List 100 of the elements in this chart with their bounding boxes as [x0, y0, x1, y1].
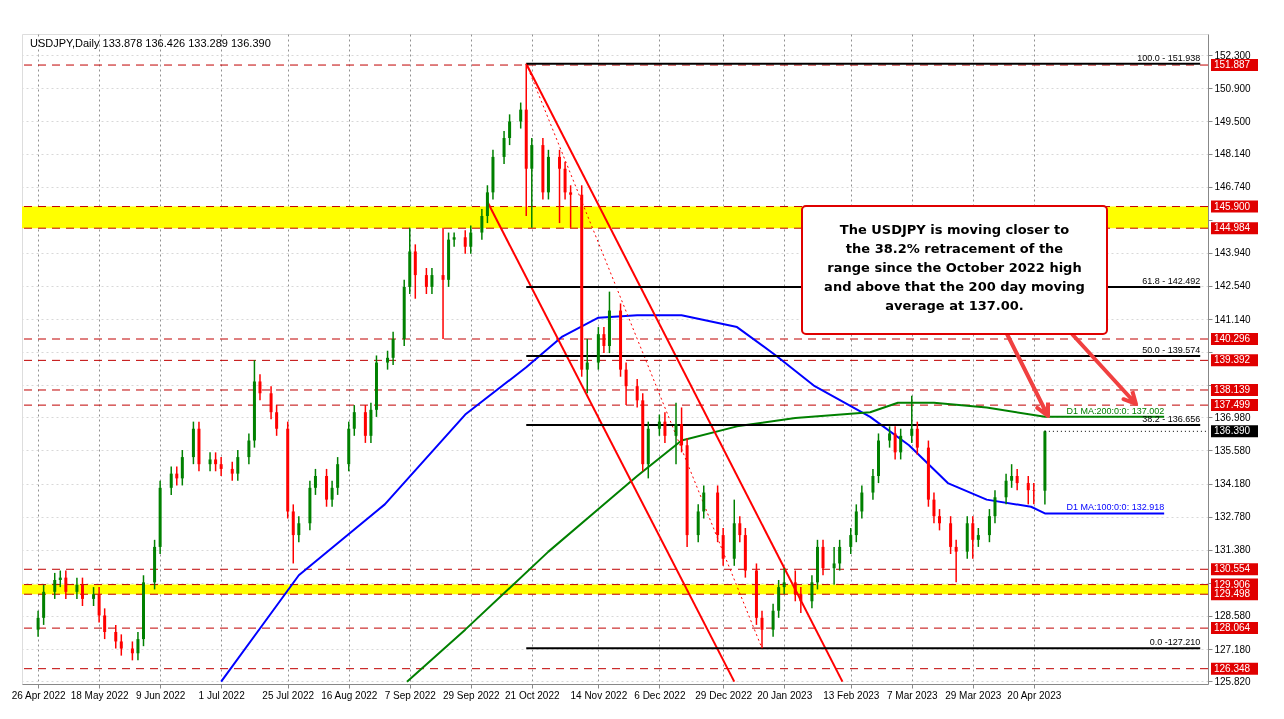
candlestick — [657, 413, 661, 437]
candlestick — [64, 569, 68, 600]
candlestick — [258, 373, 262, 402]
candlestick — [849, 527, 853, 555]
candlestick — [971, 515, 975, 560]
candlestick — [696, 503, 700, 543]
candlestick — [141, 574, 145, 647]
candlestick — [624, 361, 628, 406]
candlestick — [208, 451, 212, 473]
candlestick — [114, 624, 118, 650]
candlestick — [893, 425, 897, 461]
series-label: D1 MA:100:0:0: 132.918 — [1066, 502, 1165, 513]
candlestick — [430, 267, 434, 295]
series-label: 61.8 - 142.492 — [1142, 276, 1201, 287]
x-tick-label: 14 Nov 2022 — [570, 689, 628, 701]
candlestick — [635, 378, 639, 409]
candlestick — [821, 539, 825, 577]
ref-line-label: 137.499 — [1214, 399, 1251, 411]
series-label: 0.0 -127.210 — [1149, 637, 1201, 648]
candlestick — [1026, 475, 1030, 506]
candlestick — [291, 503, 295, 565]
candlestick — [860, 484, 864, 520]
candlestick — [485, 184, 489, 224]
candlestick — [938, 508, 942, 532]
x-tick-label: 25 Jul 2022 — [262, 689, 315, 701]
candlestick — [876, 432, 880, 484]
candlestick — [247, 432, 251, 465]
candlestick — [136, 631, 140, 662]
x-tick-label: 18 May 2022 — [70, 689, 129, 701]
candlestick — [97, 586, 101, 624]
y-tick-label: 152.300 — [1214, 49, 1252, 61]
chart-title: USDJPY,Daily 133.878 136.426 133.289 136.390 — [30, 37, 271, 49]
ref-line-label: 139.392 — [1214, 354, 1251, 366]
x-tick-label: 1 Jul 2022 — [198, 689, 246, 701]
candlestick — [838, 539, 842, 572]
ref-line-label: 140.296 — [1214, 333, 1251, 344]
ref-line-label: 129.498 — [1214, 588, 1251, 600]
candlestick — [325, 468, 329, 508]
candlestick — [702, 484, 706, 520]
y-tick-label: 131.380 — [1214, 544, 1252, 556]
series-label: 100.0 - 151.938 — [1137, 52, 1201, 63]
candlestick — [832, 546, 836, 586]
candlestick — [810, 574, 814, 610]
candlestick — [680, 406, 684, 454]
x-tick-label: 6 Dec 2022 — [634, 689, 686, 701]
line-series — [220, 314, 1166, 683]
y-tick-label: 146.740 — [1214, 181, 1252, 193]
candlestick — [602, 326, 606, 354]
x-tick-label: 21 Oct 2022 — [505, 689, 560, 701]
candlestick — [899, 427, 903, 461]
y-tick-label: 150.900 — [1214, 82, 1252, 94]
candlestick — [352, 404, 356, 437]
candlestick — [954, 539, 958, 584]
y-tick-label: 134.180 — [1214, 478, 1252, 490]
y-tick-label: 141.140 — [1214, 313, 1252, 325]
candlestick — [119, 633, 123, 657]
candlestick — [1004, 472, 1008, 506]
candlestick — [36, 609, 40, 638]
candlestick — [469, 224, 473, 255]
ref-line-label: 130.554 — [1214, 563, 1251, 575]
candlestick — [949, 515, 953, 555]
candlestick — [799, 586, 803, 614]
annotation: The USDJPY is moving closer to the 38.2% retracement of the range since the October 2022 high and above that the 200 day moving average at 137.00. — [824, 222, 1085, 313]
x-tick-label: 7 Mar 2023 — [886, 689, 938, 701]
candlestick — [777, 579, 781, 619]
candlestick — [585, 338, 589, 395]
candlestick — [275, 404, 279, 437]
ref-line-label: 144.984 — [1214, 222, 1251, 234]
ref-line-label: 151.887 — [1214, 59, 1251, 71]
x-tick-label: 26 Apr 2022 — [11, 689, 66, 701]
x-tick-label: 13 Feb 2023 — [823, 689, 880, 701]
candlestick — [452, 231, 456, 248]
candlestick — [269, 385, 273, 421]
x-tick-label: 29 Sep 2022 — [442, 689, 501, 701]
y-tick-label: 142.540 — [1214, 280, 1252, 292]
candlestick — [993, 489, 997, 525]
candlestick — [1032, 482, 1036, 506]
y-tick-label: 136.980 — [1214, 411, 1252, 423]
x-tick-label: 20 Jan 2023 — [757, 689, 813, 701]
candlestick — [738, 515, 742, 543]
candlestick — [915, 420, 919, 456]
y-tick-label: 149.500 — [1214, 115, 1252, 127]
x-tick-label: 9 Jun 2022 — [135, 689, 186, 701]
candlestick — [976, 527, 980, 548]
candlestick — [169, 465, 173, 496]
candlestick — [219, 456, 223, 477]
candlestick — [75, 576, 79, 600]
y-tick-label: 135.580 — [1214, 444, 1252, 456]
series-label: 50.0 - 139.574 — [1142, 345, 1201, 356]
candlestick — [53, 572, 57, 600]
y-tick-label: 132.780 — [1214, 511, 1252, 523]
candlestick — [330, 479, 334, 508]
candlestick — [103, 607, 107, 640]
series-label: D1 MA:200:0:0: 137.002 — [1066, 405, 1165, 416]
candlestick — [721, 527, 725, 567]
candlestick — [558, 149, 562, 224]
ref-line-label: 145.900 — [1214, 200, 1251, 212]
x-tick-label: 29 Dec 2022 — [695, 689, 753, 701]
y-tick-label: 128.580 — [1214, 610, 1252, 622]
candlestick — [932, 491, 936, 525]
